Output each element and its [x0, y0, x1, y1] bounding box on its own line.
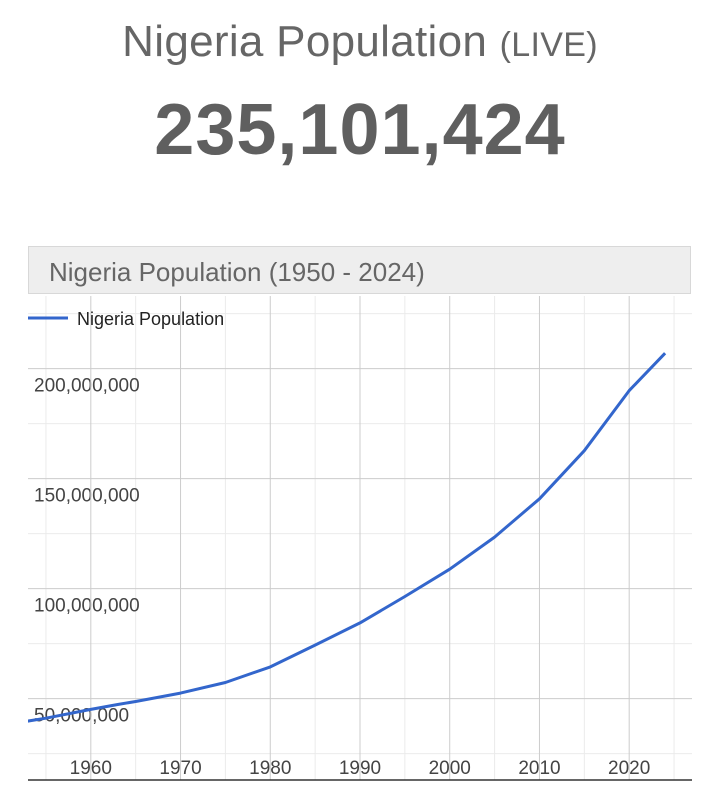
- heading-title: Nigeria Population: [122, 17, 488, 66]
- y-tick-label: 100,000,000: [34, 596, 140, 617]
- x-tick-label: 1960: [70, 758, 112, 779]
- chart-title: Nigeria Population (1950 - 2024): [49, 257, 425, 287]
- legend-label: Nigeria Population: [77, 309, 224, 329]
- page-heading: Nigeria Population (LIVE): [0, 14, 720, 73]
- x-tick-label: 2000: [429, 758, 471, 779]
- y-tick-label: 50,000,000: [34, 706, 129, 727]
- x-tick-label: 1980: [249, 758, 291, 779]
- y-tick-label: 150,000,000: [34, 486, 140, 507]
- chart-title-bar: Nigeria Population (1950 - 2024): [28, 246, 691, 294]
- y-tick-label: 200,000,000: [34, 376, 140, 397]
- x-tick-label: 2020: [608, 758, 650, 779]
- live-label: (LIVE): [499, 26, 598, 64]
- x-tick-label: 1970: [159, 758, 201, 779]
- x-tick-label: 2010: [518, 758, 560, 779]
- population-counter: 235,101,424: [154, 90, 566, 170]
- series-line: [28, 352, 667, 723]
- x-tick-label: 1990: [339, 758, 381, 779]
